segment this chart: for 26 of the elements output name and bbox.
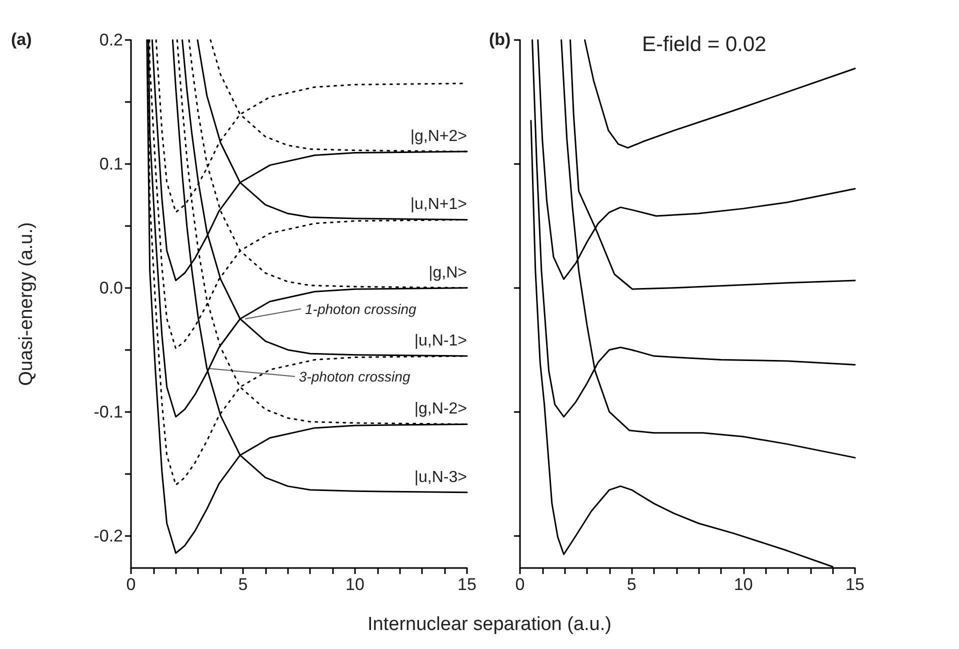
series-label: |g,N> bbox=[428, 264, 467, 282]
x-tick-label: 15 bbox=[846, 575, 864, 594]
y-axis-title: Quasi-energy (a.u.) bbox=[16, 222, 37, 386]
y-tick-label: 0.1 bbox=[99, 154, 123, 174]
chart-title: (b) bbox=[489, 30, 511, 49]
x-tick-label: 15 bbox=[458, 575, 476, 594]
x-tick-label: 5 bbox=[626, 575, 636, 594]
series-label: |u,N+1> bbox=[410, 196, 467, 214]
series-label: |u,N-1> bbox=[414, 332, 467, 350]
annotation: E-field = 0.02 bbox=[642, 33, 766, 56]
chart-title: (a) bbox=[11, 30, 32, 49]
annotation: 3-photon crossing bbox=[298, 368, 410, 384]
y-tick-label: 0.2 bbox=[99, 30, 123, 50]
x-tick-label: 0 bbox=[515, 575, 525, 594]
y-tick-label: -0.2 bbox=[94, 526, 123, 546]
y-tick-label: 0.0 bbox=[99, 278, 123, 298]
series-label: |g,N+2> bbox=[410, 128, 467, 146]
x-tick-label: 0 bbox=[126, 575, 136, 594]
series-label: |g,N-2> bbox=[414, 400, 467, 418]
x-tick-label: 10 bbox=[734, 575, 753, 594]
annotation: 1-photon crossing bbox=[305, 300, 417, 317]
x-tick-label: 10 bbox=[346, 575, 364, 594]
x-tick-label: 5 bbox=[238, 575, 248, 594]
series-label: |u,N-3> bbox=[414, 468, 467, 486]
y-tick-label: -0.1 bbox=[94, 402, 123, 422]
x-axis-title: Internuclear separation (a.u.) bbox=[366, 614, 612, 636]
